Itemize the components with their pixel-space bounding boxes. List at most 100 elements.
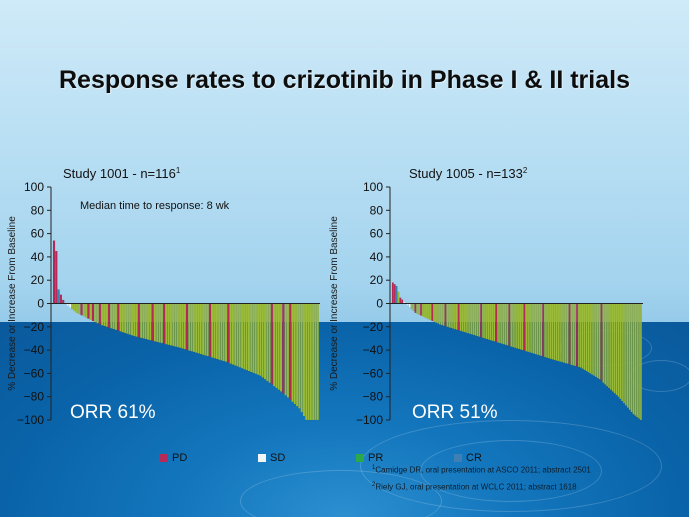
waterfall-bar (608, 303, 610, 389)
waterfall-bar (581, 303, 584, 369)
waterfall-bar (418, 303, 421, 315)
waterfall-bar (238, 303, 241, 368)
y-tick-label: 40 (31, 250, 45, 264)
waterfall-bar (215, 303, 218, 360)
waterfall-bar (188, 303, 191, 351)
waterfall-bar (414, 303, 417, 313)
waterfall-bar (561, 303, 563, 363)
waterfall-bar (512, 303, 515, 348)
waterfall-bar (542, 303, 545, 357)
waterfall-bar (245, 303, 248, 371)
waterfall-bar (247, 303, 251, 372)
waterfall-bar (279, 303, 283, 392)
waterfall-bar (568, 303, 571, 365)
waterfall-bar (229, 303, 232, 364)
waterfall-bar (431, 303, 434, 321)
waterfall-bar (300, 303, 303, 413)
y-tick-label: 0 (37, 297, 44, 311)
waterfall-bar (427, 303, 430, 320)
footnote-1: 1Camidge DR, oral presentation at ASCO 2… (372, 465, 591, 475)
waterfall-bar (107, 303, 111, 328)
y-tick-label: −60 (363, 366, 384, 380)
waterfall-bar (282, 303, 285, 394)
waterfall-bar (615, 303, 618, 396)
waterfall-bar (78, 303, 81, 315)
waterfall-bar (515, 303, 518, 349)
waterfall-bar (240, 303, 244, 369)
waterfall-bar (231, 303, 235, 365)
waterfall-bar (82, 303, 85, 317)
chart-title: Study 1005 - n=1332 (409, 166, 528, 181)
waterfall-bar (433, 303, 436, 322)
waterfall-bar (640, 303, 642, 421)
waterfall-bar (98, 303, 102, 325)
waterfall-bar (450, 303, 452, 329)
waterfall-bar (553, 303, 556, 361)
waterfall-bar (547, 303, 550, 359)
waterfall-bar (293, 303, 296, 405)
orr-label: ORR 51% (412, 402, 498, 423)
waterfall-bar (611, 303, 614, 392)
waterfall-bar (497, 303, 499, 343)
waterfall-bar (594, 303, 597, 377)
waterfall-bar (429, 303, 432, 321)
waterfall-bar (484, 303, 486, 339)
y-tick-label: 80 (370, 203, 384, 217)
waterfall-bar (197, 303, 200, 354)
waterfall-bar (593, 303, 595, 376)
y-tick-label: 20 (31, 273, 45, 287)
waterfall-bar (491, 303, 494, 341)
waterfall-bar (291, 303, 294, 402)
legend-swatch (160, 454, 168, 462)
waterfall-bar (508, 303, 511, 347)
legend-swatch (454, 454, 462, 462)
waterfall-bar (158, 303, 161, 343)
waterfall-bar (478, 303, 481, 337)
waterfall-bar (517, 303, 520, 350)
waterfall-bar (126, 303, 129, 334)
waterfall-bar (218, 303, 221, 360)
waterfall-bar (114, 303, 118, 331)
legend-label: SD (270, 452, 286, 464)
waterfall-bar (619, 303, 622, 399)
waterfall-bar (440, 303, 443, 326)
waterfall-bar (401, 299, 404, 304)
waterfall-bar (236, 303, 239, 367)
waterfall-bar (172, 303, 175, 347)
waterfall-bar (530, 303, 533, 354)
waterfall-bar (289, 303, 292, 400)
chart-title: Study 1001 - n=1161 (63, 166, 181, 181)
waterfall-bar (536, 303, 539, 355)
waterfall-bar (165, 303, 168, 345)
waterfall-bar (546, 303, 548, 358)
waterfall-bar (617, 303, 620, 397)
waterfall-bar (502, 303, 505, 345)
waterfall-bar (80, 303, 83, 316)
waterfall-bar (284, 303, 287, 396)
y-tick-label: 40 (370, 250, 384, 264)
waterfall-bar (314, 303, 317, 421)
waterfall-bar (128, 303, 131, 335)
waterfall-bar (174, 303, 177, 347)
waterfall-bar (467, 303, 469, 334)
waterfall-bar (222, 303, 225, 362)
waterfall-bar (529, 303, 531, 353)
waterfall-bar (167, 303, 170, 345)
waterfall-bar (408, 303, 411, 308)
waterfall-bar (268, 303, 271, 383)
y-tick-label: −20 (24, 320, 45, 334)
y-tick-label: 60 (370, 227, 384, 241)
waterfall-bar (465, 303, 468, 333)
waterfall-bar (52, 240, 56, 304)
y-tick-label: 0 (376, 297, 383, 311)
waterfall-bar (514, 303, 516, 348)
waterfall-bar (263, 303, 267, 380)
waterfall-bar (500, 303, 503, 344)
ripple-decoration (630, 360, 689, 392)
legend-label: CR (466, 452, 482, 464)
waterfall-bar (121, 303, 124, 333)
waterfall-bar (298, 303, 301, 409)
waterfall-bar (153, 303, 157, 342)
waterfall-bar (457, 303, 460, 331)
